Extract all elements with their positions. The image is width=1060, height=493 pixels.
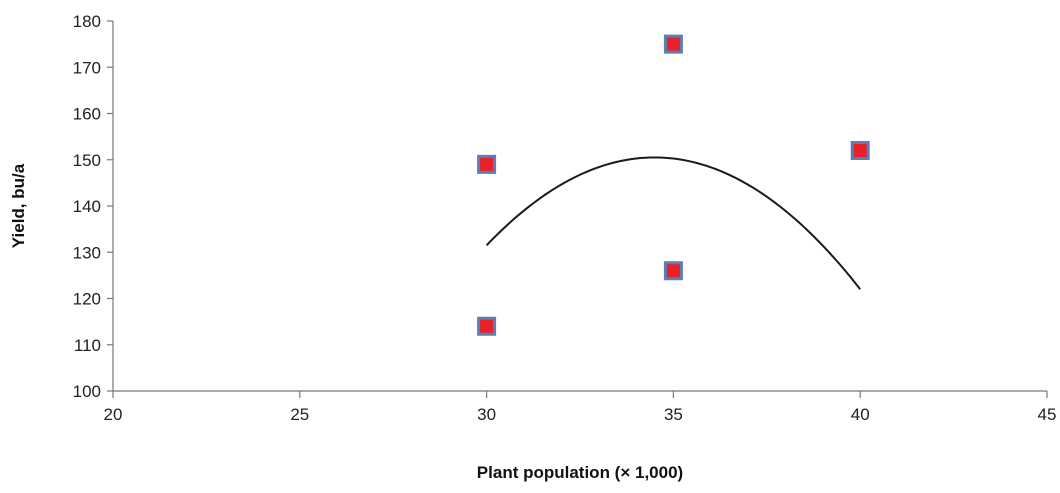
y-ticks: 100 110 120 130 140 150 160 170 180 xyxy=(73,12,113,401)
y-tick-label: 110 xyxy=(74,336,101,355)
x-tick-label: 30 xyxy=(477,405,496,424)
trendline xyxy=(485,156,861,290)
x-axis-title: Plant population (× 1,000) xyxy=(477,463,683,482)
data-point xyxy=(477,154,497,174)
x-ticks: 20 25 30 35 40 45 xyxy=(104,391,1057,424)
axes xyxy=(112,21,1047,392)
x-tick-label: 40 xyxy=(851,405,870,424)
y-tick-label: 160 xyxy=(73,105,101,124)
y-tick-label: 170 xyxy=(73,58,101,77)
y-tick-label: 120 xyxy=(73,290,101,309)
y-tick-label: 100 xyxy=(73,382,101,401)
y-tick-label: 140 xyxy=(73,197,101,216)
data-point xyxy=(663,34,683,54)
x-tick-label: 45 xyxy=(1038,405,1057,424)
x-tick-label: 35 xyxy=(664,405,683,424)
data-point xyxy=(850,141,870,160)
y-axis-title: Yield, bu/a xyxy=(9,163,28,248)
x-tick-label: 25 xyxy=(290,405,309,424)
data-points xyxy=(477,34,870,336)
data-point xyxy=(663,261,683,281)
x-tick-label: 20 xyxy=(104,405,123,424)
y-tick-label: 130 xyxy=(73,243,101,262)
data-point xyxy=(477,316,497,336)
y-tick-label: 150 xyxy=(73,151,101,170)
y-tick-label: 180 xyxy=(73,12,101,31)
